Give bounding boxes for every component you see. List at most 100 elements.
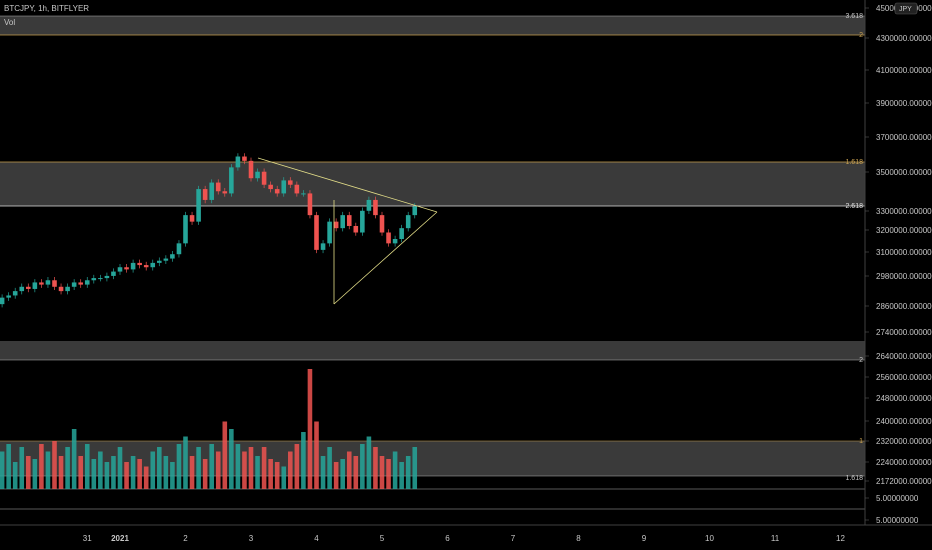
volume-bar <box>340 459 345 489</box>
candle-body <box>111 272 116 276</box>
candle-body <box>177 243 182 254</box>
candle-body <box>65 287 70 291</box>
volume-bar <box>131 456 136 489</box>
price-tick-label: 2320000.00000000 <box>876 437 932 446</box>
candle-body <box>59 287 64 291</box>
volume-bar <box>268 459 273 489</box>
volume-bar <box>209 444 214 489</box>
candle-body <box>13 291 18 295</box>
candle <box>360 208 365 236</box>
candle-body <box>150 263 155 267</box>
time-tick-label: 2021 <box>111 534 129 543</box>
volume-bar <box>249 447 254 489</box>
time-tick-label: 31 <box>83 534 92 543</box>
volume-bar <box>78 456 83 489</box>
candle-body <box>105 276 110 278</box>
volume-bar <box>98 452 103 490</box>
volume-label: Vol <box>4 18 15 27</box>
candle-body <box>354 226 359 233</box>
fib-level-label: 2 <box>859 357 863 364</box>
volume-bar <box>0 452 4 490</box>
candle-body <box>268 185 273 189</box>
volume-bar <box>39 444 44 489</box>
candle-body <box>360 211 365 233</box>
volume-bar <box>373 447 378 489</box>
price-tick-label: 4300000.00000000 <box>876 34 932 43</box>
candle-body <box>314 215 319 250</box>
volume-bar <box>6 444 11 489</box>
volume-bar <box>229 429 234 489</box>
volume-bar <box>111 456 116 489</box>
volume-bar <box>33 459 38 489</box>
price-tick-label: 3300000.00000000 <box>876 207 932 216</box>
candle <box>314 212 319 253</box>
candle-body <box>170 254 175 258</box>
price-tick-label: 3100000.00000000 <box>876 248 932 257</box>
candle-body <box>118 267 123 271</box>
volume-bar <box>327 447 332 489</box>
volume-bar <box>72 429 77 489</box>
volume-bar <box>164 456 169 489</box>
price-tick-label: 2740000.00000000 <box>876 328 932 337</box>
volume-bar <box>412 447 417 489</box>
candle-body <box>347 215 352 226</box>
candle-body <box>216 183 221 192</box>
volume-bar <box>46 452 51 490</box>
volume-bar <box>150 452 155 490</box>
volume-bar <box>314 422 319 490</box>
candle-body <box>144 265 149 267</box>
volume-bar <box>19 447 24 489</box>
price-tick-label: 2640000.00000000 <box>876 352 932 361</box>
candle-body <box>255 172 260 179</box>
candle <box>196 186 201 225</box>
volume-bar <box>354 456 359 489</box>
price-tick-label: 5.00000000 <box>876 516 919 525</box>
candle <box>327 218 332 246</box>
candle-body <box>164 259 169 261</box>
fib-level-label: 1.618 <box>845 159 863 166</box>
price-tick-label: 2560000.00000000 <box>876 373 932 382</box>
price-tick-label: 2240000.00000000 <box>876 458 932 467</box>
candle-body <box>236 157 241 168</box>
candle-body <box>98 278 103 279</box>
volume-bar <box>59 456 64 489</box>
time-tick-label: 4 <box>314 534 319 543</box>
volume-bar <box>281 467 286 490</box>
candle-body <box>406 215 411 228</box>
candle-body <box>367 200 372 211</box>
time-tick-label: 7 <box>511 534 516 543</box>
volume-bar <box>157 447 162 489</box>
volume-bar <box>406 456 411 489</box>
price-tick-label: 2480000.00000000 <box>876 394 932 403</box>
volume-bar <box>288 452 293 490</box>
volume-bar <box>367 437 372 490</box>
candle-body <box>249 161 254 178</box>
candle-body <box>229 167 234 193</box>
candle-body <box>131 263 136 270</box>
volume-bar <box>242 452 247 490</box>
volume-bar <box>301 432 306 489</box>
volume-bar <box>275 462 280 489</box>
volume-bar <box>52 441 57 489</box>
candle <box>183 212 188 247</box>
price-tick-label: 2172000.00000000 <box>876 477 932 486</box>
price-tick-label: 3200000.00000000 <box>876 226 932 235</box>
fib-level-label: 1 <box>859 438 863 445</box>
candle <box>380 212 385 236</box>
candle-body <box>262 172 267 185</box>
fib-level-label: 1.618 <box>845 475 863 482</box>
price-tick-label: 3900000.00000000 <box>876 99 932 108</box>
price-tick-label: 5.00000000 <box>876 494 919 503</box>
time-tick-label: 11 <box>771 534 780 543</box>
candle-body <box>334 222 339 229</box>
volume-bar <box>334 462 339 489</box>
candle-body <box>183 215 188 243</box>
candle <box>308 190 313 218</box>
fib-level-label: 2 <box>859 32 863 39</box>
candle <box>229 164 234 197</box>
candle-body <box>327 222 332 244</box>
volume-bar <box>360 444 365 489</box>
candle-body <box>92 278 97 280</box>
time-tick-label: 8 <box>576 534 581 543</box>
